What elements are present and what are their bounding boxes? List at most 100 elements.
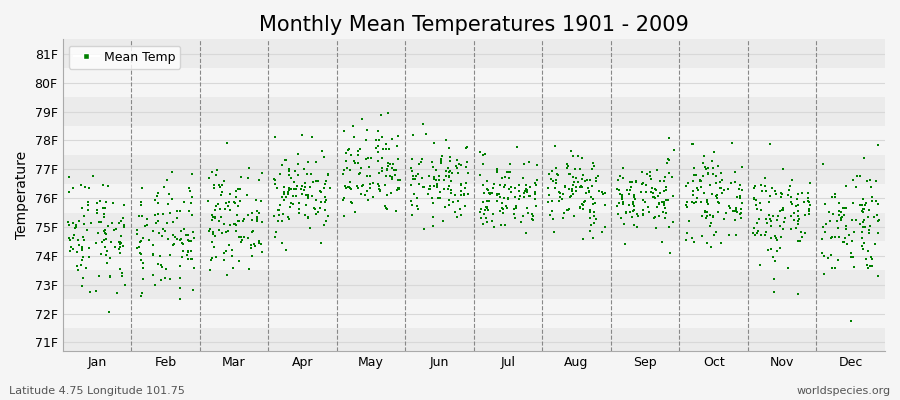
Point	[217, 250, 231, 256]
Point	[709, 180, 724, 186]
Point	[853, 220, 868, 227]
Point	[772, 222, 787, 229]
Point	[337, 166, 351, 173]
Point	[161, 190, 176, 197]
Point	[212, 218, 227, 224]
Point	[575, 201, 590, 208]
Point	[417, 226, 431, 232]
Point	[635, 207, 650, 214]
Point	[135, 290, 149, 296]
Point	[94, 251, 108, 257]
Point	[84, 220, 98, 226]
Point	[235, 237, 249, 244]
Point	[582, 176, 597, 183]
Point	[688, 172, 702, 178]
Point	[546, 216, 561, 222]
Point	[648, 194, 662, 201]
Point	[814, 236, 829, 242]
Point	[145, 228, 159, 234]
Point	[391, 133, 405, 140]
Point	[75, 244, 89, 250]
Point	[575, 171, 590, 178]
Point	[313, 198, 328, 205]
Point	[77, 237, 92, 243]
Point	[142, 236, 157, 243]
Point	[183, 187, 197, 194]
Point	[356, 181, 371, 188]
Point	[89, 210, 104, 216]
Point	[186, 286, 201, 293]
Point	[118, 282, 132, 288]
Point	[209, 172, 223, 178]
Point	[550, 171, 564, 177]
Point	[473, 172, 488, 178]
Point	[714, 170, 728, 176]
Point	[240, 192, 255, 198]
Point	[113, 240, 128, 246]
Point	[790, 191, 805, 198]
Point	[179, 252, 194, 258]
Point	[68, 224, 83, 230]
Point	[863, 262, 878, 269]
Point	[785, 201, 799, 208]
Point	[844, 318, 859, 325]
Point	[615, 192, 629, 198]
Point	[596, 191, 610, 197]
Point	[110, 290, 124, 296]
Point	[594, 228, 608, 235]
Point	[229, 222, 243, 228]
Point	[501, 186, 516, 192]
Point	[381, 110, 395, 116]
Point	[146, 242, 160, 248]
Point	[274, 218, 289, 224]
Point	[151, 218, 166, 224]
Point	[233, 198, 248, 205]
Point	[480, 198, 494, 204]
Point	[482, 190, 497, 196]
Point	[443, 168, 457, 174]
Point	[208, 215, 222, 222]
Point	[626, 192, 641, 198]
Point	[652, 200, 666, 207]
Point	[859, 200, 873, 206]
Point	[641, 204, 655, 210]
Point	[454, 192, 468, 198]
Point	[706, 213, 720, 219]
Point	[404, 165, 419, 171]
Point	[168, 234, 183, 240]
Point	[750, 229, 764, 236]
Point	[93, 219, 107, 225]
Point	[629, 224, 643, 231]
Point	[204, 254, 219, 261]
Point	[626, 208, 640, 214]
Point	[833, 217, 848, 223]
Point	[734, 193, 748, 199]
Point	[542, 192, 556, 198]
Point	[492, 191, 507, 198]
Point	[751, 227, 765, 234]
Point	[282, 216, 296, 222]
Point	[832, 212, 847, 218]
Point	[177, 198, 192, 205]
Point	[282, 214, 296, 220]
Point	[116, 242, 130, 249]
Point	[768, 233, 782, 239]
Point	[339, 150, 354, 156]
Point	[855, 243, 869, 250]
Point	[507, 211, 521, 217]
Point	[865, 194, 879, 200]
Point	[685, 141, 699, 147]
Text: worldspecies.org: worldspecies.org	[796, 386, 891, 396]
Point	[768, 188, 782, 194]
Point	[281, 191, 295, 198]
Point	[764, 184, 778, 191]
Point	[415, 175, 429, 181]
Bar	[62, 328, 885, 357]
Point	[845, 217, 859, 223]
Point	[763, 216, 778, 222]
Point	[832, 207, 847, 214]
Point	[623, 179, 637, 185]
Point	[268, 180, 283, 187]
Point	[454, 162, 468, 168]
Point	[217, 178, 231, 185]
